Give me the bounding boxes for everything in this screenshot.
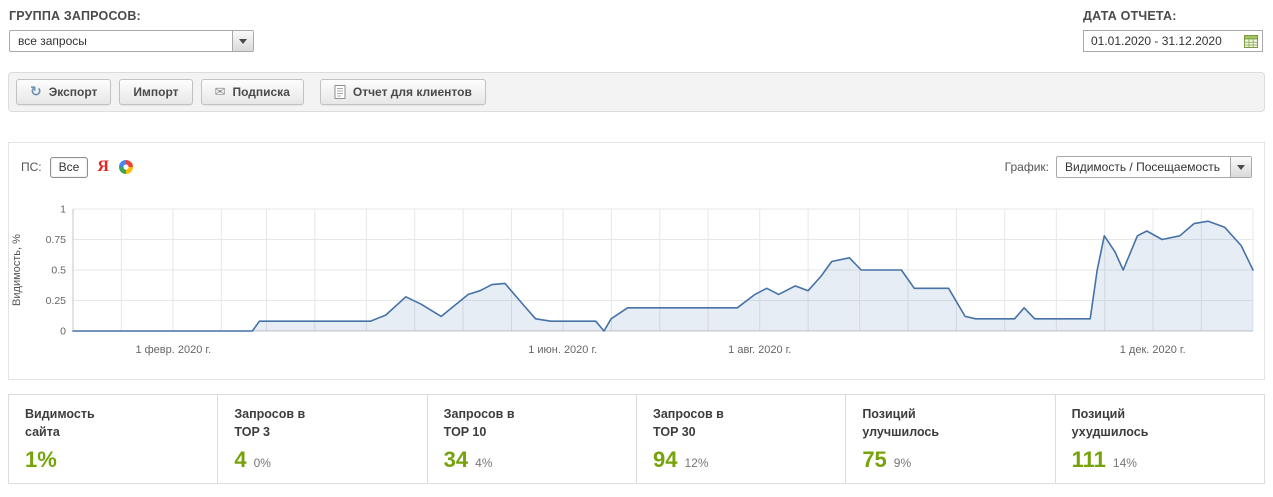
subscribe-button[interactable]: ✉ Подписка [200,79,304,105]
stat-value: 34 [443,447,469,472]
stat-value: 75 [862,447,887,472]
stat-sub-value: 9% [893,456,912,470]
graph-type-select[interactable]: Видимость / Посещаемость [1056,156,1252,178]
stat-label: Позиций ухудшилось [1071,407,1149,439]
import-button-label: Импорт [133,85,179,99]
stat-label: Позиций улучшилось [862,407,940,439]
svg-text:1 авг. 2020 г.: 1 авг. 2020 г. [728,344,791,356]
stat-top30: Запросов в TOP 30 94 12% [635,395,845,483]
toolbar: ↻ Экспорт Импорт ✉ Подписка Отчет для кл… [8,72,1265,112]
report-date-block: ДАТА ОТЧЕТА: 01.01.2020 - 31.12.2020 [1083,9,1263,52]
stat-sub-value: 12% [684,456,709,470]
calendar-icon[interactable] [1243,33,1259,49]
stat-value: 111 [1071,447,1106,472]
graph-type-value: Видимость / Посещаемость [1065,160,1220,174]
google-icon[interactable] [118,159,134,175]
stat-label: Запросов в TOP 10 [443,407,515,439]
query-group-select[interactable]: все запросы [9,30,254,52]
report-date-input[interactable]: 01.01.2020 - 31.12.2020 [1083,30,1263,52]
engine-all-button[interactable]: Все [49,156,89,178]
svg-text:0: 0 [60,326,66,338]
graph-type-block: График: Видимость / Посещаемость [1005,156,1252,178]
envelope-icon: ✉ [214,84,226,100]
svg-text:1 февр. 2020 г.: 1 февр. 2020 г. [135,344,211,356]
query-group-block: ГРУППА ЗАПРОСОВ: все запросы [9,9,254,52]
stat-label: Запросов в TOP 30 [652,407,724,439]
yandex-icon[interactable]: Я [97,158,109,175]
dropdown-arrow-button[interactable] [1230,157,1251,177]
document-icon [334,85,346,99]
stat-label: Запросов в TOP 3 [234,407,306,439]
stat-declined: Позиций ухудшилось 111 14% [1054,395,1264,483]
chart-y-axis-title: Видимость, % [11,234,23,306]
client-report-button[interactable]: Отчет для клиентов [319,79,486,105]
stat-top10: Запросов в TOP 10 34 4% [426,395,636,483]
summary-stats-bar: Видимость сайта 1% Запросов в TOP 3 4 0% … [8,394,1265,484]
query-group-label: ГРУППА ЗАПРОСОВ: [9,9,141,23]
stat-sub-value: 4% [475,456,493,470]
dropdown-arrow-button[interactable] [232,31,253,51]
header-row: ГРУППА ЗАПРОСОВ: все запросы ДАТА ОТЧЕТА… [0,0,1273,52]
svg-text:0.5: 0.5 [51,265,66,277]
stat-value: 94 [652,447,678,472]
visibility-chart-canvas: 0 0.25 0.5 0.75 1 1 февр. 2020 г. 1 июн. 2020 … [46,204,1254,356]
stat-sub-value: 0% [253,456,271,470]
chevron-down-icon [1237,164,1245,170]
visibility-chart: Видимость, % 0 0.25 0.5 0.75 1 1 февр. 2020 г… [9,201,1264,363]
report-date-value: 01.01.2020 - 31.12.2020 [1091,34,1222,48]
client-report-button-label: Отчет для клиентов [352,85,472,99]
svg-text:0.25: 0.25 [46,295,67,307]
svg-text:1 дек. 2020 г.: 1 дек. 2020 г. [1120,344,1186,356]
export-button-label: Экспорт [48,85,98,99]
stat-sub-value: 14% [1112,456,1137,470]
svg-text:1: 1 [60,204,66,216]
search-engine-row: ПС: Все Я График: Видимость / Посещаемос… [9,155,1264,179]
svg-text:1 июн. 2020 г.: 1 июн. 2020 г. [528,344,597,356]
stat-value: 4 [234,447,247,472]
export-refresh-icon: ↻ [30,84,42,100]
query-group-value: все запросы [18,34,87,48]
stat-improved: Позиций улучшилось 75 9% [845,395,1054,483]
import-button[interactable]: Импорт [119,79,193,105]
search-engine-label: ПС: [21,160,42,174]
stat-visibility: Видимость сайта 1% [9,395,217,483]
report-date-label: ДАТА ОТЧЕТА: [1083,9,1177,23]
graph-type-label: График: [1004,160,1049,174]
svg-text:0.75: 0.75 [46,234,67,246]
stat-label: Видимость сайта [25,407,95,439]
stat-value: 1% [25,447,57,472]
stat-top3: Запросов в TOP 3 4 0% [217,395,426,483]
chart-panel: ПС: Все Я График: Видимость / Посещаемос… [8,142,1265,380]
chevron-down-icon [239,38,247,44]
subscribe-button-label: Подписка [232,85,290,99]
export-button[interactable]: ↻ Экспорт [16,79,112,105]
